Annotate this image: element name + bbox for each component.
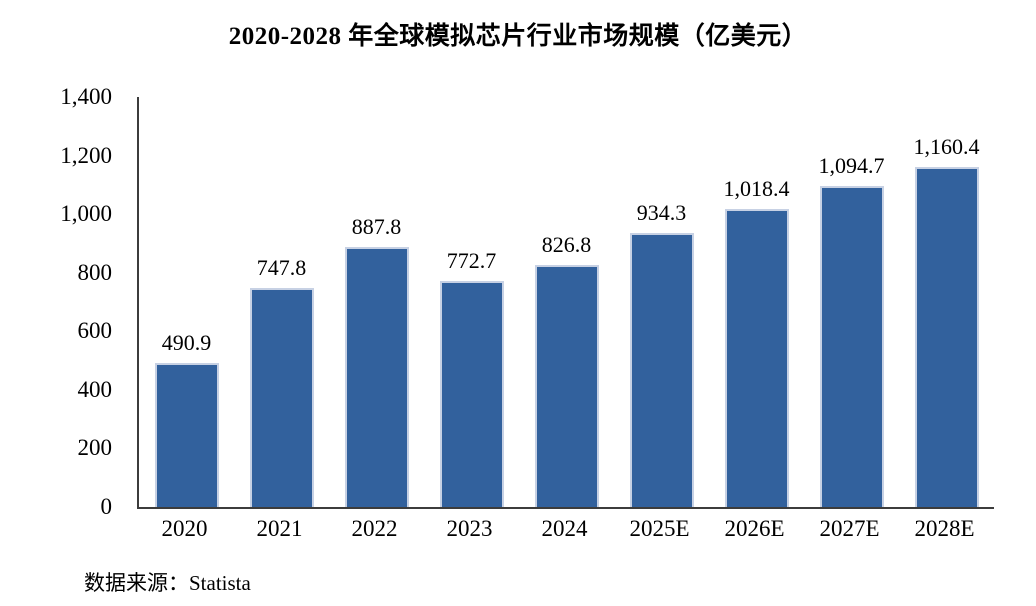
y-tick-label: 1,400	[60, 84, 112, 109]
bar-slot: 772.7	[424, 97, 519, 507]
x-axis-label: 2023	[446, 516, 493, 541]
bar-value-label: 934.3	[636, 200, 687, 226]
y-tick-label: 400	[77, 376, 113, 402]
chart-title: 2020-2028 年全球模拟芯片行业市场规模（亿美元）	[228, 23, 808, 50]
x-axis-label: 2022	[351, 516, 398, 541]
x-axis-label: 2025E	[629, 516, 690, 541]
bar-value-label: 1,160.4	[913, 134, 980, 160]
bar-value-label: 1,094.7	[818, 153, 885, 179]
bar	[344, 247, 409, 507]
bar-slot: 1,160.4	[899, 97, 994, 507]
bar-slot: 490.9	[139, 97, 234, 507]
x-axis-label: 2021	[256, 516, 303, 541]
y-tick-label: 1,200	[60, 142, 112, 168]
bar-value-label: 1,018.4	[723, 175, 790, 201]
bar	[914, 167, 979, 507]
bar	[629, 233, 694, 507]
bar-value-label: 747.8	[256, 255, 307, 280]
bar-slot: 1,018.4	[709, 97, 804, 507]
bar	[534, 264, 599, 507]
bar-value-label: 490.9	[161, 330, 212, 356]
bar	[154, 363, 219, 507]
x-axis-label: 2020	[161, 516, 208, 541]
x-axis-label: 2026E	[724, 516, 785, 541]
bar-value-label: 887.8	[351, 214, 402, 239]
bar-slot: 747.8	[234, 97, 329, 507]
x-axis-label: 2024	[541, 516, 588, 541]
source-note: 数据来源：Statista	[84, 571, 251, 595]
bar	[439, 280, 504, 507]
y-tick-label: 800	[77, 259, 113, 285]
bar-value-label: 826.8	[541, 231, 592, 257]
bar	[724, 208, 789, 507]
bar-slot: 887.8	[329, 97, 424, 507]
bar-slot: 1,094.7	[804, 97, 899, 507]
x-axis-labels: 2020 2021 2022 2023 2024 2025E 2026E 2027E 2028E	[137, 515, 992, 543]
bar-slot: 934.3	[614, 97, 709, 507]
y-tick-label: 200	[77, 435, 113, 461]
y-tick-label: 600	[77, 318, 113, 344]
y-tick-label: 1,000	[60, 201, 112, 227]
bar-slot: 826.8	[519, 97, 614, 507]
x-axis-label: 2027E	[819, 516, 880, 541]
y-axis-labels: 1,400 1,200 1,000 800 600 400 200 0	[0, 0, 112, 606]
x-axis-label: 2028E	[914, 516, 975, 541]
bar	[249, 288, 314, 507]
plot-area: 490.9 747.8 887.8 772.7 826.8 934.3 1,018.4 1,0…	[137, 97, 994, 509]
bar-value-label: 772.7	[446, 247, 497, 273]
bar	[819, 186, 884, 507]
y-tick-label: 0	[100, 494, 113, 519]
